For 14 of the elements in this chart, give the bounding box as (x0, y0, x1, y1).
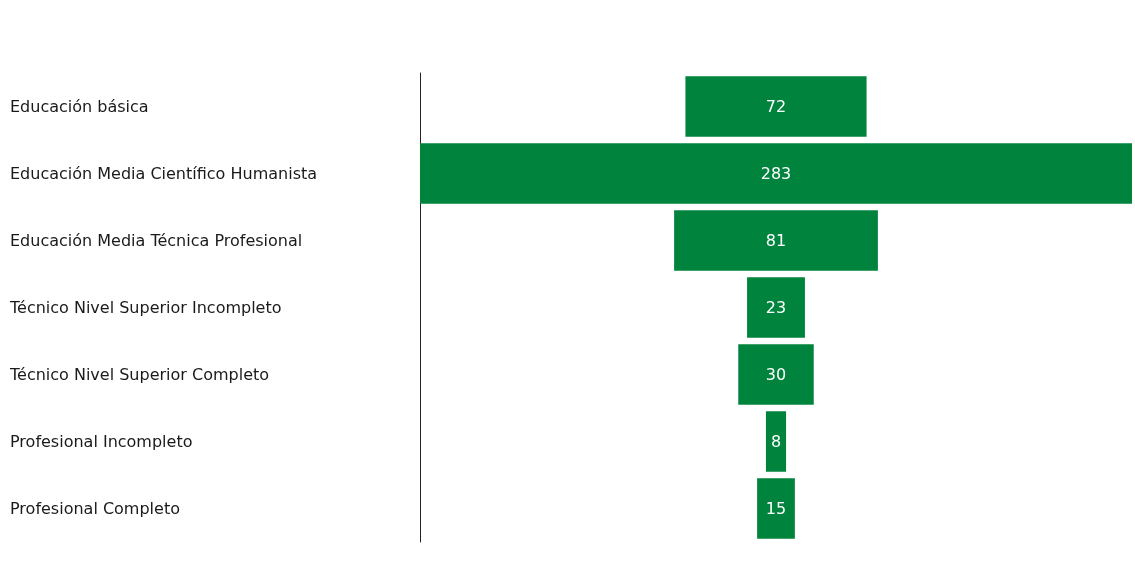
data-label: 23 (765, 298, 787, 317)
category-label: Profesional Incompleto (10, 432, 193, 451)
data-label: 81 (765, 231, 787, 250)
category-label: Educación básica (10, 97, 149, 116)
data-label: 8 (770, 432, 782, 451)
data-label: 283 (760, 164, 792, 183)
category-label: Técnico Nivel Superior Incompleto (9, 298, 282, 317)
data-label: 15 (765, 499, 787, 518)
category-label: Educación Media Técnica Profesional (10, 231, 303, 250)
data-label: 30 (765, 365, 787, 384)
category-label: Educación Media Científico Humanista (10, 164, 318, 183)
category-label: Profesional Completo (10, 499, 180, 518)
data-label: 72 (765, 97, 787, 116)
category-label: Técnico Nivel Superior Completo (9, 365, 270, 384)
